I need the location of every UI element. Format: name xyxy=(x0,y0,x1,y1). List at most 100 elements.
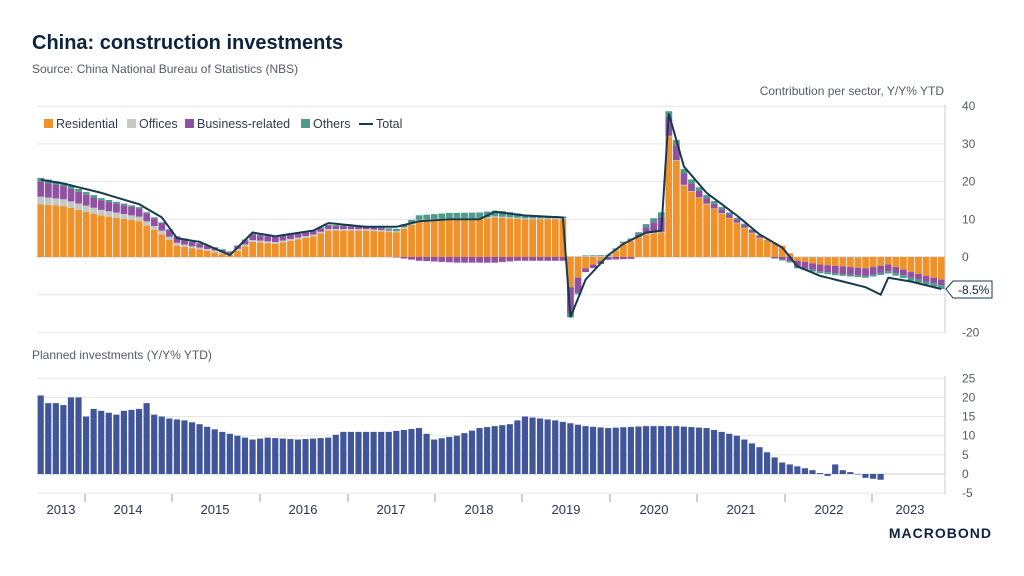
end-value-box xyxy=(945,280,993,299)
bar-business xyxy=(423,257,431,262)
bar-business xyxy=(718,209,726,214)
bar-residential xyxy=(786,253,794,257)
bar-residential xyxy=(597,257,605,261)
bar-residential xyxy=(143,225,151,257)
bar-offices xyxy=(544,218,552,220)
bar-business xyxy=(816,264,824,272)
bar-others xyxy=(491,210,499,217)
planned-bar xyxy=(370,431,377,474)
bar-others xyxy=(332,225,340,226)
bottom-y-tick-label: 25 xyxy=(962,371,976,385)
bar-residential xyxy=(446,219,453,257)
bar-residential xyxy=(113,217,120,257)
bar-business xyxy=(430,257,438,262)
bar-offices xyxy=(52,198,60,206)
planned-bar xyxy=(605,428,612,474)
planned-bar xyxy=(741,439,748,474)
top-y-tick-label: 10 xyxy=(962,212,976,226)
planned-bar xyxy=(499,425,506,474)
planned-bar xyxy=(272,438,279,474)
bar-offices xyxy=(650,232,658,234)
planned-bar xyxy=(476,428,483,474)
bar-others xyxy=(869,274,877,277)
bar-residential xyxy=(642,234,650,257)
bar-residential xyxy=(105,216,113,257)
bar-business xyxy=(506,257,514,262)
chart-title: China: construction investments xyxy=(32,32,344,54)
bar-business xyxy=(188,241,196,247)
planned-bar xyxy=(832,464,839,474)
bar-others xyxy=(67,185,75,189)
bar-others xyxy=(37,177,45,182)
bar-offices xyxy=(521,218,529,220)
planned-bar xyxy=(241,437,249,474)
bar-business xyxy=(37,181,45,197)
bar-offices xyxy=(809,256,816,258)
bar-others xyxy=(143,212,151,214)
planned-bar xyxy=(491,426,498,474)
bar-offices xyxy=(574,256,582,257)
bar-residential xyxy=(400,228,408,257)
bar-offices xyxy=(498,216,506,218)
planned-bar xyxy=(234,435,241,474)
planned-bar xyxy=(771,457,778,474)
bar-residential xyxy=(748,233,756,257)
legend-swatch-others xyxy=(301,119,310,128)
planned-bar xyxy=(612,427,619,474)
bar-residential xyxy=(763,240,771,257)
bottom-y-tick-label: 20 xyxy=(962,390,976,404)
planned-bar xyxy=(484,427,491,474)
bar-others xyxy=(120,203,128,206)
planned-bar xyxy=(151,414,158,474)
bar-others xyxy=(907,277,915,281)
bar-residential xyxy=(506,218,514,257)
planned-bar xyxy=(786,464,793,474)
year-label: 2013 xyxy=(47,502,76,517)
year-label: 2014 xyxy=(114,502,143,517)
bar-business xyxy=(249,234,257,241)
year-label: 2022 xyxy=(815,502,844,517)
year-label: 2020 xyxy=(640,502,669,517)
bar-business xyxy=(521,257,529,261)
bar-residential xyxy=(468,219,476,257)
bar-residential xyxy=(801,257,809,263)
bar-residential xyxy=(695,197,703,257)
top-y-tick-label: 30 xyxy=(962,137,976,151)
planned-bar xyxy=(317,438,324,474)
bar-offices xyxy=(665,135,673,137)
bar-others xyxy=(582,255,589,257)
planned-bar xyxy=(847,472,854,474)
bar-offices xyxy=(241,244,249,247)
bar-residential xyxy=(877,257,885,266)
bar-business xyxy=(574,277,582,293)
bar-others xyxy=(589,255,597,257)
bar-others xyxy=(688,179,695,184)
planned-bar xyxy=(446,436,453,474)
planned-bar xyxy=(362,431,370,474)
bar-business xyxy=(688,183,695,192)
bar-business xyxy=(733,219,741,223)
bar-business xyxy=(347,226,355,230)
bar-business xyxy=(113,203,120,213)
bar-others xyxy=(650,218,658,223)
bar-others xyxy=(415,215,423,220)
bar-others xyxy=(498,211,506,217)
bar-residential xyxy=(461,219,468,257)
bar-offices xyxy=(408,223,415,225)
bar-residential xyxy=(150,229,158,257)
planned-bar xyxy=(794,466,801,474)
bar-residential xyxy=(430,220,438,257)
bar-business xyxy=(241,240,249,245)
bar-residential xyxy=(869,257,877,268)
bar-offices xyxy=(44,197,52,205)
bar-business xyxy=(862,268,869,276)
planned-bar xyxy=(226,433,233,474)
bar-others xyxy=(105,199,113,203)
planned-bar xyxy=(325,437,332,474)
bar-business xyxy=(377,228,385,231)
bar-business xyxy=(324,225,332,229)
bar-business xyxy=(748,230,756,233)
bar-business xyxy=(930,277,938,284)
bar-business xyxy=(362,226,370,230)
bar-offices xyxy=(733,222,741,224)
